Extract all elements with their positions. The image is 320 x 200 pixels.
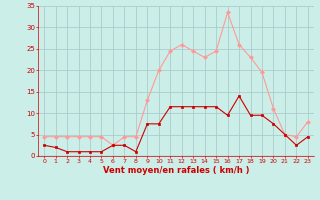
X-axis label: Vent moyen/en rafales ( km/h ): Vent moyen/en rafales ( km/h ) xyxy=(103,166,249,175)
